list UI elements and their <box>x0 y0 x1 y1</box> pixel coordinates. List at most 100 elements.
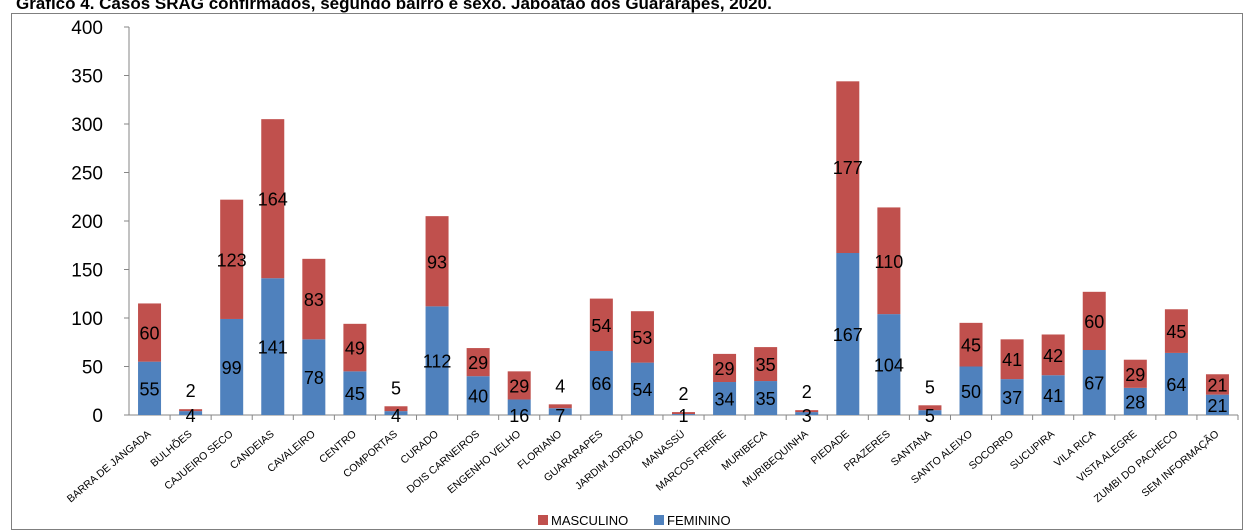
data-label-feminino: 141 <box>258 338 288 358</box>
data-label-masculino: 123 <box>217 250 247 270</box>
bar-feminino <box>1082 350 1106 415</box>
data-label-masculino: 21 <box>1207 375 1227 395</box>
data-label-feminino: 1 <box>678 406 688 426</box>
bar-feminino <box>877 314 901 415</box>
bar-masculino <box>630 311 654 363</box>
data-label-feminino: 54 <box>632 380 652 400</box>
bar-feminino <box>302 339 326 415</box>
data-label-masculino: 45 <box>1166 322 1186 342</box>
x-category-label: DOIS CARNEIROS <box>405 428 482 496</box>
data-label-feminino: 41 <box>1043 386 1063 406</box>
bar-feminino <box>795 412 819 415</box>
data-label-feminino: 34 <box>715 390 735 410</box>
data-label-masculino: 5 <box>391 378 401 398</box>
chart-title: Gráfico 4. Casos SRAG confirmados, segun… <box>16 0 772 13</box>
bar-feminino <box>713 382 737 415</box>
y-tick-label: 350 <box>71 67 103 88</box>
data-label-feminino: 67 <box>1084 374 1104 394</box>
bar-feminino <box>179 411 203 415</box>
data-label-masculino: 42 <box>1043 346 1063 366</box>
bar-feminino <box>507 399 531 415</box>
bar-masculino <box>959 322 983 367</box>
x-category-label: CAJUEIRO SECO <box>162 428 235 492</box>
y-tick-label: 200 <box>71 212 103 233</box>
data-label-feminino: 35 <box>756 389 776 409</box>
bar-masculino <box>713 353 737 383</box>
bar-feminino <box>836 253 860 415</box>
bar-masculino <box>1041 334 1065 376</box>
bar-masculino <box>343 323 367 372</box>
legend-label-masculino: MASCULINO <box>551 513 628 528</box>
bar-masculino <box>548 404 572 409</box>
data-label-masculino: 4 <box>555 376 565 396</box>
data-label-masculino: 29 <box>468 353 488 373</box>
data-label-masculino: 110 <box>875 252 904 272</box>
data-label-feminino: 45 <box>345 384 365 404</box>
data-label-masculino: 29 <box>509 376 529 396</box>
data-label-masculino: 60 <box>1084 312 1104 332</box>
data-label-masculino: 54 <box>591 316 611 336</box>
data-label-masculino: 53 <box>632 328 652 348</box>
bar-feminino <box>918 410 942 415</box>
data-label-masculino: 29 <box>715 359 735 379</box>
legend-label-feminino: FEMININO <box>667 513 731 528</box>
data-label-masculino: 2 <box>678 384 688 404</box>
data-label-feminino: 66 <box>591 374 611 394</box>
bar-feminino <box>384 411 408 415</box>
data-label-masculino: 83 <box>304 290 324 310</box>
data-label-feminino: 55 <box>140 379 160 399</box>
data-label-masculino: 45 <box>961 336 981 356</box>
x-category-label: SOCORRO <box>967 428 1016 472</box>
data-label-masculino: 164 <box>258 190 288 210</box>
data-label-feminino: 50 <box>961 382 981 402</box>
data-label-masculino: 35 <box>756 355 776 375</box>
y-tick-label: 300 <box>71 115 103 136</box>
bar-feminino <box>1123 387 1147 415</box>
data-label-masculino: 177 <box>833 158 863 178</box>
y-tick-label: 50 <box>82 358 103 379</box>
x-category-label: JARDIM JORDÃO <box>572 427 646 492</box>
data-label-feminino: 4 <box>186 406 196 426</box>
data-label-masculino: 41 <box>1002 350 1022 370</box>
legend-swatch-feminino <box>654 515 664 525</box>
data-label-feminino: 99 <box>222 358 242 378</box>
data-label-masculino: 2 <box>186 381 196 401</box>
bar-masculino <box>918 405 942 411</box>
bar-masculino <box>384 406 408 412</box>
data-label-feminino: 78 <box>304 368 324 388</box>
legend-swatch-masculino <box>538 515 548 525</box>
bar-masculino <box>302 258 326 340</box>
data-label-masculino: 2 <box>802 382 812 402</box>
y-tick-label: 250 <box>71 164 103 185</box>
data-label-masculino: 49 <box>345 339 365 359</box>
data-label-feminino: 112 <box>423 352 452 372</box>
bar-feminino <box>589 350 613 415</box>
bar-feminino <box>343 371 367 415</box>
bar-masculino <box>507 371 531 400</box>
bar-masculino <box>220 199 244 319</box>
bar-feminino <box>671 414 696 415</box>
bar-masculino <box>836 81 860 254</box>
bar-feminino <box>548 408 572 415</box>
bar-feminino <box>1041 375 1065 415</box>
y-tick-label: 100 <box>71 309 103 330</box>
bar-masculino <box>179 409 203 412</box>
bar-masculino <box>1164 309 1188 353</box>
data-label-feminino: 64 <box>1166 375 1186 395</box>
x-category-label: MARCOS FREIRE <box>654 428 729 493</box>
data-label-masculino: 60 <box>140 324 160 344</box>
bar-masculino <box>877 207 901 315</box>
bar-feminino <box>220 318 244 415</box>
bar-feminino <box>466 376 490 415</box>
bar-masculino <box>1205 374 1229 395</box>
bar-feminino <box>1000 379 1024 415</box>
bar-feminino <box>1164 352 1188 415</box>
bar-masculino <box>671 412 696 415</box>
x-category-label: SEM INFORMAÇÃO <box>1139 427 1222 499</box>
data-label-feminino: 5 <box>925 406 935 426</box>
bar-masculino <box>589 298 613 351</box>
bar-feminino <box>754 381 778 415</box>
bar-masculino <box>261 119 285 279</box>
data-label-masculino: 93 <box>427 252 447 272</box>
